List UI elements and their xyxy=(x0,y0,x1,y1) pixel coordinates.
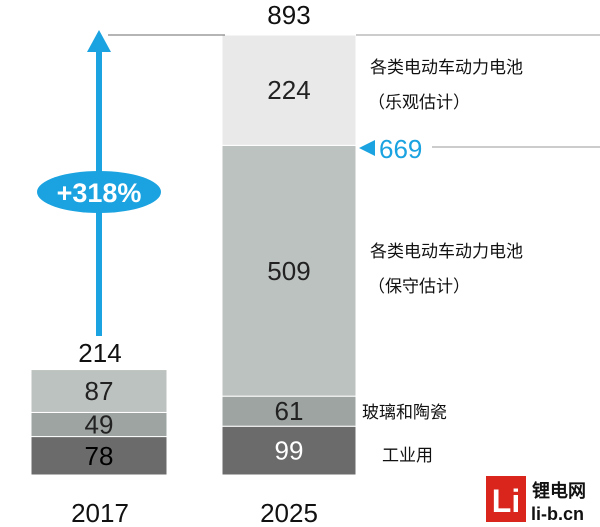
total-2025: 893 xyxy=(267,0,310,30)
growth-label: +318% xyxy=(57,178,142,208)
growth-arrow-head xyxy=(87,30,111,52)
label-industrial: 工业用 xyxy=(382,446,433,466)
watermark: Li 锂电网 li-b.cn xyxy=(486,476,586,524)
label-optimistic-line1: 各类电动车动力电池 xyxy=(370,58,523,78)
marker-669: 669 xyxy=(359,134,600,164)
marker-label: 669 xyxy=(379,134,422,164)
watermark-line1: 锂电网 xyxy=(532,480,586,502)
data-label-2025-series-2: 509 xyxy=(267,256,310,286)
marker-arrow xyxy=(359,140,375,156)
bars-layer xyxy=(30,34,357,476)
watermark-logo-box xyxy=(486,476,526,522)
growth-badge xyxy=(37,171,161,213)
bar-2017-series-2 xyxy=(30,369,168,413)
label-optimistic-line2: （乐观估计） xyxy=(368,93,470,113)
bar-2025-series-3 xyxy=(221,34,357,146)
x-tick-2017: 2017 xyxy=(71,498,129,527)
bar-2025-series-0 xyxy=(221,425,357,476)
x-tick-2025: 2025 xyxy=(260,498,318,527)
bar-2025-series-1 xyxy=(221,395,357,427)
data-label-2017-series-2: 87 xyxy=(85,376,114,406)
bar-2017-series-1 xyxy=(30,411,168,438)
data-label-2025-series-1: 61 xyxy=(275,396,304,426)
growth-arrow: +318% xyxy=(37,30,161,336)
label-conservative-line1: 各类电动车动力电池 xyxy=(370,242,523,262)
watermark-logo-text: Li xyxy=(492,483,520,519)
label-conservative-line2: （保守估计） xyxy=(368,277,470,297)
total-2017: 214 xyxy=(78,338,121,368)
data-label-2025-series-3: 224 xyxy=(267,75,310,105)
label-glass: 玻璃和陶瓷 xyxy=(362,403,447,423)
watermark-line2: li-b.cn xyxy=(531,504,584,524)
bar-2017-series-0 xyxy=(30,436,168,476)
data-label-2025-series-0: 99 xyxy=(275,436,304,466)
data-label-2017-series-0: 78 xyxy=(85,441,114,471)
data-label-2017-series-1: 49 xyxy=(85,409,114,439)
bar-2025-series-2 xyxy=(221,144,357,397)
